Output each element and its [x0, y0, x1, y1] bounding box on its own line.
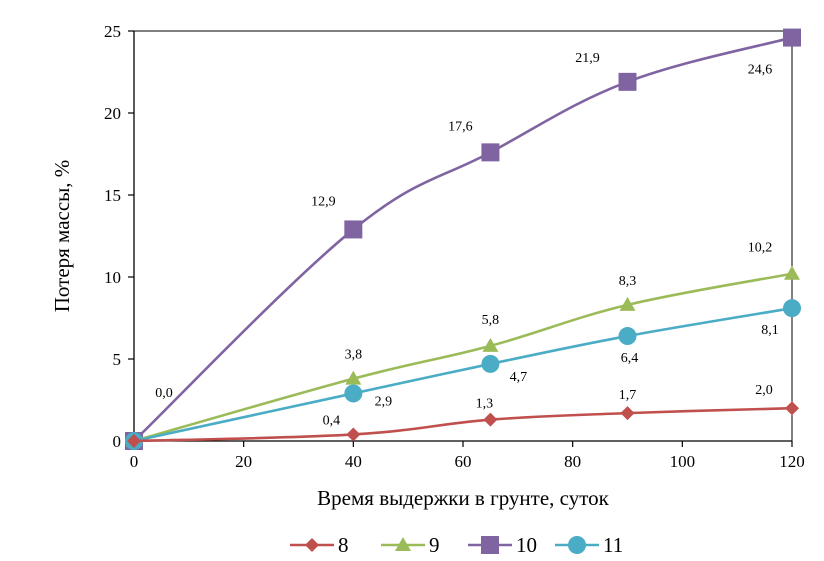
y-axis-title: Потеря массы, % — [50, 160, 74, 313]
data-label: 10,2 — [748, 241, 773, 256]
data-point — [482, 337, 499, 352]
legend-marker — [305, 538, 319, 552]
data-point — [619, 296, 636, 311]
data-labels: 0,0 0,4 1,3 1,7 2,0 3,8 5,8 8,3 10,2 12,9 17,6 21,9… — [155, 51, 779, 429]
legend-item-11: 11 — [555, 533, 623, 557]
data-label: 3,8 — [345, 348, 363, 363]
data-point — [344, 384, 363, 403]
data-label: 1,7 — [619, 388, 637, 403]
data-label: 17,6 — [448, 119, 473, 134]
y-tick-label: 10 — [104, 268, 121, 287]
data-label: 24,6 — [748, 63, 773, 78]
data-point — [783, 299, 801, 318]
x-tick-label: 40 — [345, 452, 362, 471]
x-tick-label: 80 — [564, 452, 581, 471]
data-label: 4,7 — [510, 370, 528, 385]
data-point — [345, 370, 362, 385]
legend-label: 11 — [603, 533, 623, 557]
series-11 — [125, 299, 801, 450]
y-tick-label: 20 — [104, 104, 121, 123]
data-label: 2,0 — [755, 383, 773, 398]
y-tick-label: 5 — [113, 350, 122, 369]
data-point — [618, 327, 637, 346]
data-point — [483, 412, 498, 427]
data-label: 1,3 — [476, 397, 494, 412]
series-10 — [125, 28, 801, 450]
data-point — [785, 401, 799, 416]
series-line-10 — [133, 36, 793, 442]
x-tick-label: 20 — [235, 452, 252, 471]
x-tick-label: 60 — [455, 452, 472, 471]
data-point — [127, 434, 141, 448]
x-tick-label: 100 — [670, 452, 696, 471]
axes: 0 5 10 15 20 25 0 20 40 60 80 100 120 Время выдержки … — [50, 22, 805, 510]
y-tick-label: 0 — [113, 432, 122, 451]
series-lines — [125, 28, 801, 450]
data-label: 21,9 — [575, 51, 600, 66]
data-point — [783, 28, 801, 47]
legend-label: 10 — [516, 533, 537, 557]
data-label: 0,4 — [323, 413, 341, 428]
legend-marker — [481, 536, 499, 554]
x-tick-label: 120 — [779, 452, 805, 471]
data-point — [481, 143, 500, 162]
data-label: 5,8 — [482, 313, 500, 328]
legend: 8 9 10 11 — [290, 533, 623, 557]
data-point — [481, 354, 500, 373]
data-point — [620, 406, 635, 421]
legend-label: 9 — [429, 533, 440, 557]
data-label: 8,3 — [619, 274, 637, 289]
series-line-11 — [133, 306, 793, 443]
legend-marker — [395, 537, 411, 551]
data-label: 6,4 — [621, 351, 639, 366]
data-label: 12,9 — [311, 194, 336, 209]
data-point — [618, 72, 637, 91]
legend-item-10: 10 — [468, 533, 537, 557]
data-point — [784, 265, 800, 280]
data-point — [346, 427, 361, 442]
x-axis-title: Время выдержки в грунте, суток — [317, 486, 609, 510]
data-label: 0,0 — [155, 386, 173, 401]
data-label: 8,1 — [761, 323, 779, 338]
series-line-9 — [133, 272, 793, 443]
y-tick-label: 15 — [104, 186, 121, 205]
legend-item-8: 8 — [290, 533, 349, 557]
legend-marker — [568, 536, 586, 554]
series-8 — [127, 401, 799, 448]
y-tick-label: 25 — [104, 22, 121, 41]
legend-label: 8 — [338, 533, 349, 557]
data-label: 2,9 — [375, 394, 393, 409]
legend-item-9: 9 — [381, 533, 440, 557]
data-point — [344, 220, 363, 239]
x-tick-label: 0 — [130, 452, 139, 471]
